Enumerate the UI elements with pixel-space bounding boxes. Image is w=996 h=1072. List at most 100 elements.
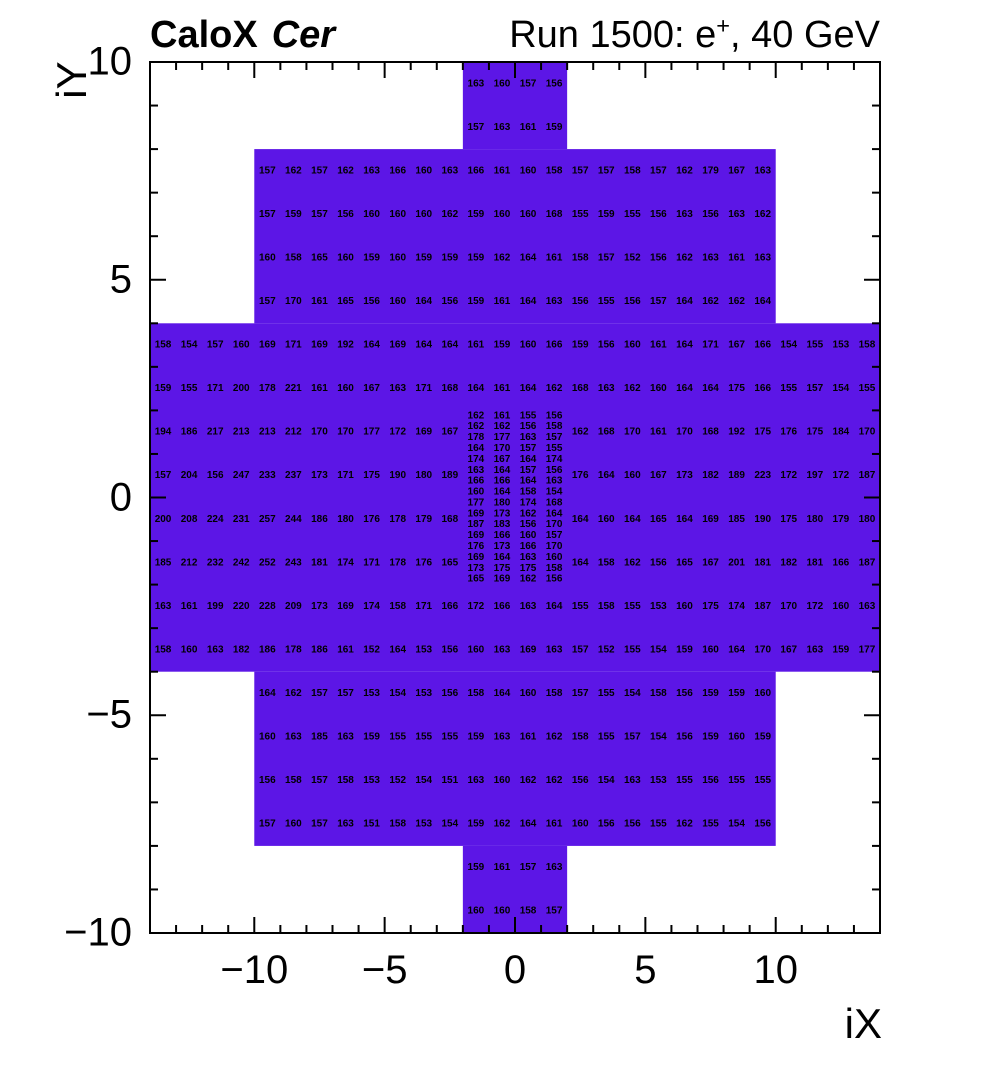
hist-region (150, 323, 880, 672)
cell-value: 212 (181, 557, 198, 568)
cell-value: 157 (624, 732, 641, 743)
cell-value: 157 (520, 465, 537, 476)
cell-value: 164 (754, 296, 771, 307)
cell-value: 160 (494, 209, 511, 220)
cell-value: 157 (155, 470, 172, 481)
cell-value: 157 (259, 819, 276, 830)
cell-value: 163 (520, 432, 537, 443)
cell-value: 174 (546, 454, 563, 465)
cell-value: 166 (389, 165, 406, 176)
cell-value: 163 (520, 552, 537, 563)
cell-value: 160 (624, 470, 641, 481)
cell-value: 153 (415, 688, 432, 699)
cell-value: 160 (468, 644, 485, 655)
cell-value: 224 (207, 514, 224, 525)
cell-value: 172 (389, 427, 406, 438)
cell-value: 155 (520, 410, 537, 421)
cell-value: 220 (233, 601, 250, 612)
cell-value: 155 (441, 732, 458, 743)
cell-value: 165 (676, 557, 693, 568)
cell-value: 163 (441, 165, 458, 176)
cell-value: 170 (859, 427, 876, 438)
cell-value: 156 (259, 775, 276, 786)
cell-value: 159 (415, 252, 432, 263)
cell-value: 153 (415, 819, 432, 830)
cell-value: 164 (572, 514, 589, 525)
cell-value: 217 (207, 427, 224, 438)
cell-value: 164 (494, 552, 511, 563)
cell-value: 156 (598, 819, 615, 830)
cell-value: 175 (494, 563, 511, 574)
cell-value: 159 (363, 252, 380, 263)
cell-value: 161 (468, 340, 485, 351)
cell-value: 181 (311, 557, 328, 568)
cell-value: 167 (363, 383, 380, 394)
cell-value: 156 (363, 296, 380, 307)
cell-value: 168 (702, 427, 719, 438)
cell-value: 175 (780, 514, 797, 525)
cell-value: 156 (702, 775, 719, 786)
cell-value: 180 (337, 514, 354, 525)
cell-value: 172 (780, 470, 797, 481)
cell-value: 157 (311, 688, 328, 699)
cell-value: 153 (363, 688, 380, 699)
cell-value: 157 (259, 296, 276, 307)
cell-value: 156 (598, 340, 615, 351)
cell-value: 170 (624, 427, 641, 438)
cell-value: 166 (494, 601, 511, 612)
cell-value: 164 (572, 557, 589, 568)
cell-value: 164 (468, 443, 485, 454)
cell-value: 156 (572, 296, 589, 307)
cell-value: 156 (676, 732, 693, 743)
cell-value: 180 (806, 514, 823, 525)
cell-value: 176 (780, 427, 797, 438)
cell-value: 181 (806, 557, 823, 568)
cell-value: 160 (337, 383, 354, 394)
cell-value: 157 (806, 383, 823, 394)
cell-value: 157 (572, 644, 589, 655)
cell-value: 159 (468, 296, 485, 307)
run-info-superscript: + (716, 12, 731, 39)
cell-value: 164 (468, 383, 485, 394)
cell-value: 157 (546, 432, 563, 443)
cell-value: 164 (546, 601, 563, 612)
cell-value: 208 (181, 514, 198, 525)
cell-value: 169 (389, 340, 406, 351)
y-tick-label: 10 (87, 39, 133, 84)
cell-value: 164 (546, 508, 563, 519)
hist-region (254, 149, 776, 324)
cell-value: 180 (859, 514, 876, 525)
cell-value: 154 (389, 688, 406, 699)
cell-value: 228 (259, 601, 276, 612)
cell-value: 175 (520, 563, 537, 574)
cell-value: 161 (494, 165, 511, 176)
cell-value: 167 (728, 165, 745, 176)
cell-value: 158 (520, 487, 537, 498)
cell-value: 165 (337, 296, 354, 307)
cell-value: 167 (650, 470, 667, 481)
cell-value: 159 (468, 252, 485, 263)
cell-value: 162 (285, 688, 302, 699)
cell-value: 161 (546, 819, 563, 830)
cell-value: 186 (311, 514, 328, 525)
y-tick-label: 0 (109, 475, 132, 519)
cell-value: 156 (702, 209, 719, 220)
cell-value: 153 (363, 775, 380, 786)
cell-value: 156 (546, 574, 563, 585)
cell-value: 162 (494, 819, 511, 830)
cell-value: 247 (233, 470, 250, 481)
cell-value: 154 (650, 732, 667, 743)
cell-value: 162 (337, 165, 354, 176)
cell-value: 155 (702, 819, 719, 830)
cell-value: 160 (468, 487, 485, 498)
cell-value: 161 (311, 383, 328, 394)
y-axis-tick-labels: 10 5 0 −5 −10 (0, 0, 140, 1072)
cell-value: 156 (546, 465, 563, 476)
cell-value: 155 (181, 383, 198, 394)
cell-value: 160 (624, 340, 641, 351)
cell-value: 155 (598, 296, 615, 307)
cell-value: 175 (702, 601, 719, 612)
cell-value: 170 (285, 296, 302, 307)
cell-value: 162 (624, 557, 641, 568)
cell-value: 157 (311, 775, 328, 786)
